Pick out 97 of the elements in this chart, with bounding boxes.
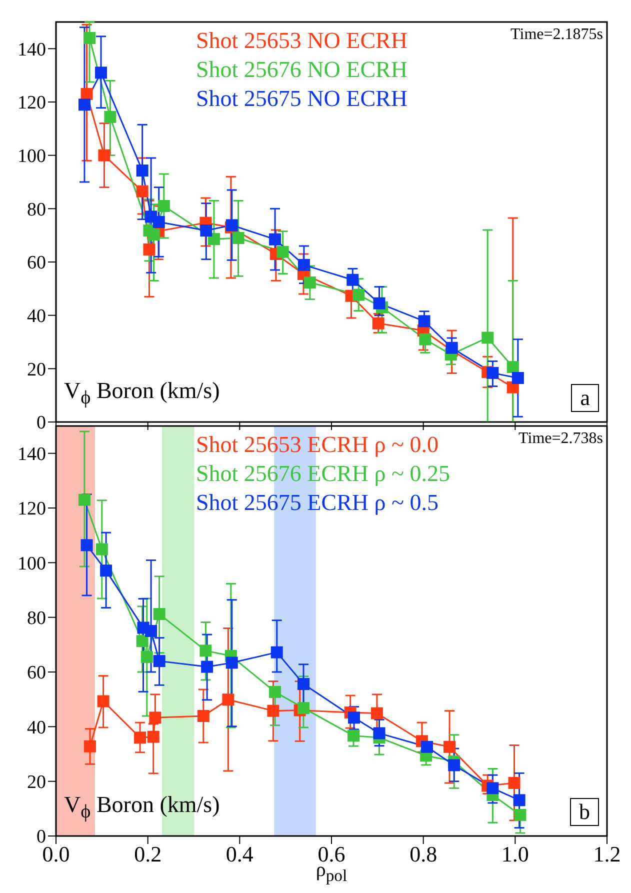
point xyxy=(444,740,456,753)
annotation: b xyxy=(579,799,590,824)
point xyxy=(136,635,148,648)
y-tick-label: 20 xyxy=(27,359,46,380)
point xyxy=(486,366,499,379)
point xyxy=(304,276,316,289)
annotation: Time=2.738s xyxy=(518,430,603,447)
point xyxy=(352,288,365,301)
point xyxy=(153,608,166,620)
point xyxy=(348,712,360,724)
point xyxy=(136,164,148,177)
y-axis-title: V$_{ϕ}$ Boron (km/s) xyxy=(64,378,220,409)
y-tick-label: 100 xyxy=(18,553,46,574)
point xyxy=(514,808,526,821)
point xyxy=(372,317,384,330)
point xyxy=(370,707,383,720)
text: Shot 25676 NO ECRH xyxy=(196,57,408,82)
point xyxy=(346,274,359,286)
point xyxy=(297,678,310,690)
point xyxy=(276,246,289,258)
x-tick-label: 0.2 xyxy=(134,842,162,867)
point xyxy=(269,686,282,698)
y-tick-label: 0 xyxy=(36,412,46,434)
point xyxy=(84,740,96,752)
y-tick-label: 140 xyxy=(18,444,46,466)
text: Shot 25653 ECRH ρ ~ 0.0 xyxy=(196,432,438,457)
point xyxy=(136,185,148,198)
point xyxy=(512,372,524,384)
annotation: a xyxy=(580,385,590,410)
point xyxy=(226,656,238,669)
y-tick-label: 120 xyxy=(18,92,46,114)
point xyxy=(232,232,244,244)
point xyxy=(140,650,153,663)
point xyxy=(373,727,386,740)
point xyxy=(448,759,460,772)
y-tick-label: 60 xyxy=(27,662,46,684)
y-tick-label: 80 xyxy=(27,199,46,220)
y-tick-label: 120 xyxy=(18,498,46,520)
x-tick-label: 1.2 xyxy=(593,842,621,867)
y-tick-label: 100 xyxy=(18,146,46,168)
y-tick-label: 40 xyxy=(27,717,46,738)
y-tick-label: 80 xyxy=(27,608,46,630)
point xyxy=(80,539,93,552)
point xyxy=(97,695,110,708)
point xyxy=(84,32,96,44)
text: Shot 25653 NO ECRH xyxy=(196,28,408,53)
point xyxy=(158,200,170,212)
x-tick-label: 0.8 xyxy=(410,842,438,867)
point xyxy=(513,794,526,806)
point xyxy=(419,333,432,346)
point xyxy=(486,782,499,794)
point xyxy=(298,258,310,271)
point xyxy=(96,543,108,556)
y-tick-label: 40 xyxy=(27,306,46,328)
point xyxy=(446,342,458,354)
point xyxy=(78,98,90,111)
point xyxy=(78,494,90,506)
point xyxy=(267,704,280,717)
point xyxy=(197,710,210,722)
y-tick-label: 140 xyxy=(18,39,46,60)
point xyxy=(269,233,282,246)
point xyxy=(152,216,165,228)
y-tick-label: 20 xyxy=(27,772,46,794)
point xyxy=(80,88,93,100)
text: Shot 25676 ECRH ρ ~ 0.25 xyxy=(196,461,450,486)
point xyxy=(222,694,234,706)
point xyxy=(134,732,146,744)
point xyxy=(143,243,156,256)
point xyxy=(153,655,166,668)
point xyxy=(418,315,430,328)
point xyxy=(149,712,162,724)
point xyxy=(200,224,212,237)
y-axis-title: V$_{ϕ}$ Boron (km/s) xyxy=(64,792,220,823)
x-tick-label: 0.4 xyxy=(226,842,254,867)
point xyxy=(201,660,214,673)
point xyxy=(208,233,220,246)
y-tick-label: 60 xyxy=(27,252,46,274)
point xyxy=(421,740,434,753)
point xyxy=(104,110,116,123)
point xyxy=(100,564,112,577)
point xyxy=(506,361,519,374)
point xyxy=(297,702,310,714)
point xyxy=(200,644,212,657)
point xyxy=(270,646,283,658)
point xyxy=(95,66,107,79)
point xyxy=(147,730,160,743)
text: Shot 25675 ECRH ρ ~ 0.5 xyxy=(196,490,438,515)
point xyxy=(482,332,494,344)
point xyxy=(373,297,386,310)
point xyxy=(98,149,110,162)
annotation: Time=2.1875s xyxy=(510,26,603,43)
point xyxy=(508,776,520,789)
x-tick-label: 1.0 xyxy=(501,842,529,867)
text: Shot 25675 NO ECRH xyxy=(196,86,408,111)
point xyxy=(148,228,160,241)
point xyxy=(348,730,360,742)
point xyxy=(145,625,158,637)
